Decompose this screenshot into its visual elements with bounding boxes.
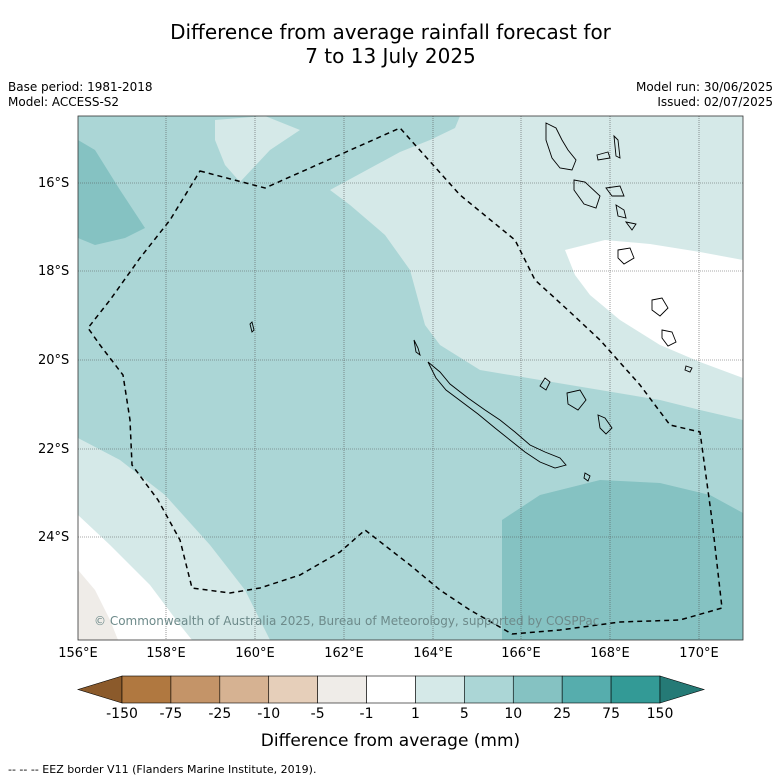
colorbar-tick-label: -1 bbox=[359, 706, 374, 722]
lon-label-166e: 166°E bbox=[501, 646, 541, 661]
region-neutral-east bbox=[565, 240, 743, 378]
meta-left: Base period: 1981-2018 Model: ACCESS-S2 bbox=[8, 80, 153, 110]
colorbar-tick-label: -25 bbox=[208, 706, 232, 722]
graticule bbox=[78, 116, 743, 640]
lat-label-18s: 18°S bbox=[38, 264, 70, 279]
colorbar-extend-low bbox=[76, 675, 123, 704]
base-period: Base period: 1981-2018 bbox=[8, 80, 153, 94]
vanuatu-islands bbox=[573, 134, 637, 265]
lat-label-24s: 24°S bbox=[38, 530, 70, 545]
lon-label-156e: 156°E bbox=[58, 646, 98, 661]
map-fill bbox=[78, 116, 743, 640]
colorbar-segment bbox=[170, 675, 221, 704]
small-islets bbox=[249, 321, 591, 482]
region-1-5-north-west bbox=[215, 116, 300, 182]
vanuatu-north bbox=[545, 122, 577, 171]
colorbar-segment bbox=[561, 675, 612, 704]
region-1-5-north bbox=[215, 116, 743, 420]
meta-right: Model run: 30/06/2025 Issued: 02/07/2025 bbox=[636, 80, 773, 110]
issued-date: Issued: 02/07/2025 bbox=[657, 95, 773, 109]
lon-label-160e: 160°E bbox=[235, 646, 275, 661]
copyright-notice: © Commonwealth of Australia 2025, Bureau… bbox=[94, 614, 600, 628]
lon-label-168e: 168°E bbox=[590, 646, 630, 661]
lat-label-20s: 20°S bbox=[38, 353, 70, 368]
new-caledonia bbox=[427, 361, 567, 469]
colorbar-extend-high bbox=[659, 675, 706, 704]
lat-label-22s: 22°S bbox=[38, 442, 70, 457]
colorbar-segment bbox=[610, 675, 661, 704]
lon-label-170e: 170°E bbox=[679, 646, 719, 661]
lon-label-162e: 162°E bbox=[324, 646, 364, 661]
lat-label-16s: 16°S bbox=[38, 176, 70, 191]
colorbar-segment bbox=[219, 675, 270, 704]
colorbar-segment bbox=[512, 675, 563, 704]
colorbar-tick-label: -10 bbox=[257, 706, 281, 722]
colorbar-tick-label: -150 bbox=[106, 706, 138, 722]
colorbar-tick-label: -5 bbox=[310, 706, 325, 722]
region-10-25-southeast bbox=[502, 480, 743, 640]
model-name: Model: ACCESS-S2 bbox=[8, 95, 120, 109]
region-neutral-southwest bbox=[78, 515, 192, 640]
lon-label-158e: 158°E bbox=[146, 646, 186, 661]
colorbar-segment bbox=[415, 675, 465, 704]
colorbar-tick-label: -75 bbox=[159, 706, 183, 722]
colorbar-segment bbox=[366, 675, 416, 704]
colorbar-tick-label: 5 bbox=[459, 706, 469, 722]
colorbar-tick-label: 1 bbox=[410, 706, 420, 722]
colorbar-tick-label: 75 bbox=[602, 706, 620, 722]
map-frame bbox=[77, 115, 744, 641]
colorbar-segment bbox=[121, 675, 172, 704]
colorbar-segment bbox=[464, 675, 514, 704]
region-dry-corner bbox=[78, 570, 118, 640]
colorbar-segment bbox=[317, 675, 367, 704]
title-line-1: Difference from average rainfall forecas… bbox=[170, 20, 611, 44]
colorbar-tick-label: 10 bbox=[504, 706, 523, 722]
colorbar-tick-label: 150 bbox=[646, 706, 674, 722]
eez-border bbox=[87, 127, 723, 635]
colorbar-title: Difference from average (mm) bbox=[260, 731, 521, 751]
lon-label-164e: 164°E bbox=[413, 646, 453, 661]
land-outlines bbox=[249, 122, 693, 482]
islands-east bbox=[651, 297, 693, 373]
colorbar-tick-label: 25 bbox=[553, 706, 572, 722]
map-title: Difference from average rainfall forecas… bbox=[0, 20, 781, 68]
loyalty-islands bbox=[539, 377, 613, 435]
eez-footnote: -- -- -- EEZ border V11 (Flanders Marine… bbox=[8, 763, 317, 776]
region-10-25-west bbox=[78, 140, 145, 245]
colorbar-segment bbox=[268, 675, 318, 704]
title-line-2: 7 to 13 July 2025 bbox=[305, 44, 476, 68]
colorbar bbox=[76, 675, 706, 704]
model-run: Model run: 30/06/2025 bbox=[635, 80, 773, 94]
